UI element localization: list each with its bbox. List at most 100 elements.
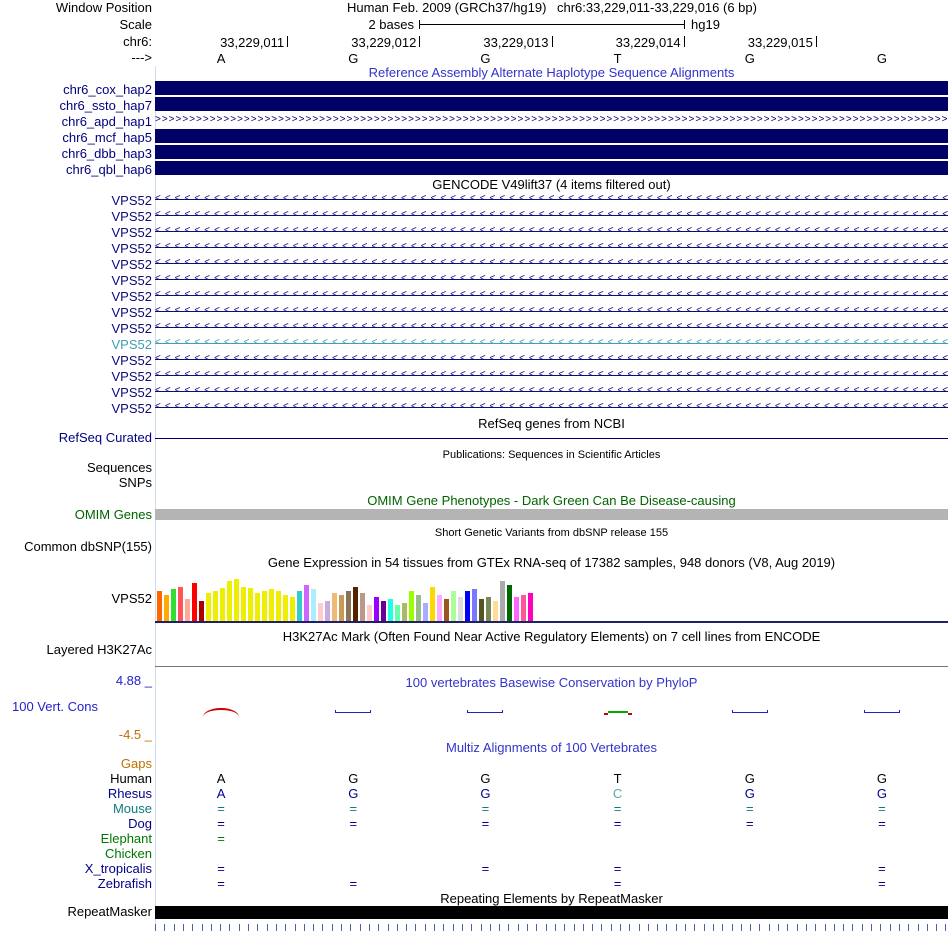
gtex-bar[interactable] xyxy=(318,603,323,621)
gtex-bar[interactable] xyxy=(255,593,260,621)
track-label-refseq-curated[interactable]: RefSeq Curated xyxy=(58,430,152,445)
transcript-label[interactable]: VPS52 xyxy=(111,353,152,368)
transcript-line[interactable] xyxy=(155,199,948,200)
dbsnp-section-title[interactable]: Short Genetic Variants from dbSNP releas… xyxy=(434,527,669,539)
transcript-label[interactable]: VPS52 xyxy=(111,289,152,304)
species-label-human[interactable]: Human xyxy=(110,771,152,786)
gtex-bar[interactable] xyxy=(164,595,169,621)
track-label-chr6_qbl_hap6[interactable]: chr6_qbl_hap6 xyxy=(65,162,152,177)
gtex-bar[interactable] xyxy=(192,583,197,621)
track-label-chr6_ssto_hap7[interactable]: chr6_ssto_hap7 xyxy=(59,98,152,113)
gtex-bar[interactable] xyxy=(528,593,533,621)
multiz-section-title[interactable]: Multiz Alignments of 100 Vertebrates xyxy=(445,740,657,755)
species-label-dog[interactable]: Dog xyxy=(128,816,152,831)
refseq-section-title[interactable]: RefSeq genes from NCBI xyxy=(478,416,625,431)
transcript-label[interactable]: VPS52 xyxy=(111,241,152,256)
gtex-bar[interactable] xyxy=(479,599,484,621)
gtex-bar[interactable] xyxy=(395,605,400,621)
gtex-bar[interactable] xyxy=(185,599,190,621)
gtex-bar[interactable] xyxy=(283,595,288,621)
repeatmasker-bar[interactable] xyxy=(155,906,948,919)
species-label-chicken[interactable]: Chicken xyxy=(105,846,152,861)
transcript-label[interactable]: VPS52 xyxy=(111,337,152,352)
gtex-bar[interactable] xyxy=(444,599,449,621)
gtex-bar[interactable] xyxy=(500,581,505,621)
gtex-bar[interactable] xyxy=(213,591,218,621)
track-label-layered-h3k27ac[interactable]: Layered H3K27Ac xyxy=(46,642,152,657)
track-label-omim-genes[interactable]: OMIM Genes xyxy=(74,507,152,522)
track-label-chr6_mcf_hap5[interactable]: chr6_mcf_hap5 xyxy=(62,130,152,145)
gtex-bar[interactable] xyxy=(199,601,204,621)
gtex-section-title[interactable]: Gene Expression in 54 tissues from GTEx … xyxy=(267,555,836,570)
transcript-label[interactable]: VPS52 xyxy=(111,193,152,208)
transcript-label[interactable]: VPS52 xyxy=(111,225,152,240)
transcript-line[interactable] xyxy=(155,343,948,344)
transcript-line[interactable] xyxy=(155,359,948,360)
gtex-bar[interactable] xyxy=(332,593,337,621)
gtex-bar[interactable] xyxy=(409,591,414,621)
track-label-chr6_cox_hap2[interactable]: chr6_cox_hap2 xyxy=(63,82,152,97)
haplotype-bar-chr6_ssto_hap7[interactable] xyxy=(155,97,948,111)
track-label-chr6_dbb_hap3[interactable]: chr6_dbb_hap3 xyxy=(61,146,152,161)
gtex-bar[interactable] xyxy=(367,605,372,621)
gtex-bar[interactable] xyxy=(325,601,330,621)
transcript-line[interactable] xyxy=(155,407,948,408)
species-label-elephant[interactable]: Elephant xyxy=(100,831,152,846)
gtex-bar[interactable] xyxy=(311,589,316,621)
gtex-bar[interactable] xyxy=(178,587,183,621)
gtex-bar[interactable] xyxy=(220,588,225,621)
gtex-bar[interactable] xyxy=(402,603,407,621)
omim-section-title[interactable]: OMIM Gene Phenotypes - Dark Green Can Be… xyxy=(367,493,736,508)
gtex-bar[interactable] xyxy=(388,599,393,621)
gtex-bar[interactable] xyxy=(437,595,442,621)
gtex-bar[interactable] xyxy=(339,595,344,621)
gtex-bar[interactable] xyxy=(465,591,470,621)
gtex-bar[interactable] xyxy=(514,597,519,621)
transcript-line[interactable] xyxy=(155,279,948,280)
transcript-label[interactable]: VPS52 xyxy=(111,401,152,416)
gtex-bar[interactable] xyxy=(346,591,351,621)
refseq-curated-line[interactable] xyxy=(155,438,948,439)
track-label-common-dbsnp[interactable]: Common dbSNP(155) xyxy=(24,539,152,554)
gtex-bar[interactable] xyxy=(248,588,253,621)
gtex-bar[interactable] xyxy=(360,593,365,621)
track-label-chr6_apd_hap1[interactable]: chr6_apd_hap1 xyxy=(61,114,152,129)
gtex-bar[interactable] xyxy=(262,591,267,621)
gtex-bar[interactable] xyxy=(493,601,498,621)
gtex-bar[interactable] xyxy=(416,595,421,621)
gtex-bar[interactable] xyxy=(297,591,302,621)
gtex-bar[interactable] xyxy=(521,595,526,621)
gtex-bar[interactable] xyxy=(353,587,358,621)
gtex-bar[interactable] xyxy=(458,597,463,621)
transcript-line[interactable] xyxy=(155,391,948,392)
transcript-line[interactable] xyxy=(155,215,948,216)
gtex-bar[interactable] xyxy=(290,597,295,621)
transcript-label[interactable]: VPS52 xyxy=(111,209,152,224)
gtex-bar[interactable] xyxy=(423,603,428,621)
gtex-bar[interactable] xyxy=(507,585,512,621)
gtex-bar[interactable] xyxy=(486,597,491,621)
track-label-snps[interactable]: SNPs xyxy=(118,475,152,490)
conservation-section-title[interactable]: 100 vertebrates Basewise Conservation by… xyxy=(405,675,698,690)
gtex-bar[interactable] xyxy=(381,601,386,621)
transcript-label[interactable]: VPS52 xyxy=(111,385,152,400)
gtex-bar[interactable] xyxy=(451,591,456,621)
transcript-line[interactable] xyxy=(155,231,948,232)
transcript-line[interactable] xyxy=(155,327,948,328)
gtex-bar[interactable] xyxy=(304,585,309,621)
gencode-section-title[interactable]: GENCODE V49lift37 (4 items filtered out) xyxy=(432,177,671,192)
gtex-bar[interactable] xyxy=(171,589,176,621)
gtex-bar[interactable] xyxy=(234,579,239,621)
transcript-label[interactable]: VPS52 xyxy=(111,273,152,288)
track-label-gtex-gene[interactable]: VPS52 xyxy=(111,591,152,606)
track-label-sequences[interactable]: Sequences xyxy=(86,460,152,475)
transcript-line[interactable] xyxy=(155,247,948,248)
species-label-zebrafish[interactable]: Zebrafish xyxy=(97,876,152,891)
transcript-label[interactable]: VPS52 xyxy=(111,257,152,272)
gtex-bar[interactable] xyxy=(276,591,281,621)
gtex-bar[interactable] xyxy=(430,587,435,621)
haplotype-bar-chr6_mcf_hap5[interactable] xyxy=(155,129,948,143)
species-label-x-tropicalis[interactable]: X_tropicalis xyxy=(84,861,152,876)
transcript-line[interactable] xyxy=(155,295,948,296)
species-label-gaps[interactable]: Gaps xyxy=(120,756,152,771)
